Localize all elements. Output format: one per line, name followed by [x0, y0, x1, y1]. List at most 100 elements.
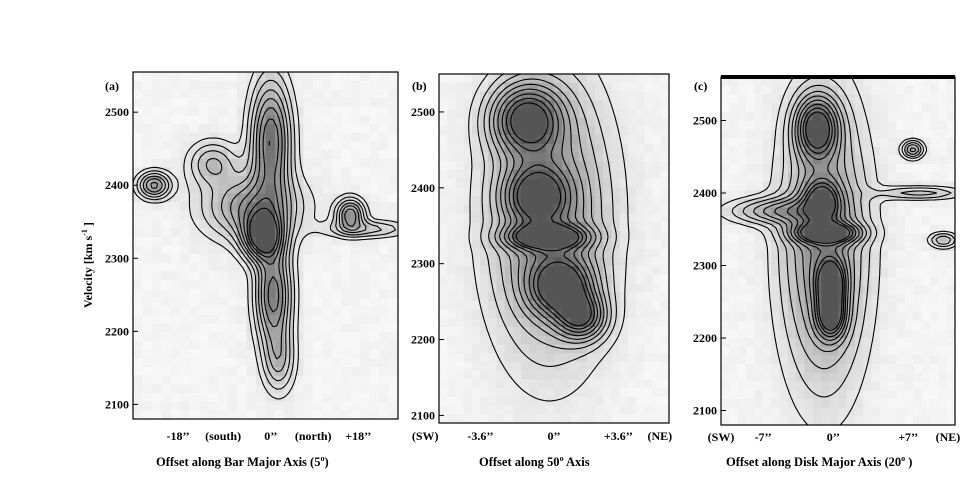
image-pixel — [180, 236, 191, 247]
image-pixel — [331, 332, 342, 342]
image-pixel — [322, 410, 333, 419]
image-pixel — [804, 294, 814, 304]
image-pixel — [237, 332, 248, 342]
image-pixel — [586, 414, 596, 423]
image-pixel — [652, 405, 662, 415]
image-pixel — [180, 392, 191, 403]
image-pixel — [603, 213, 613, 223]
image-pixel — [554, 353, 563, 363]
image-pixel — [312, 158, 323, 169]
image-pixel — [838, 155, 847, 165]
image-pixel — [350, 332, 361, 342]
image-pixel — [754, 129, 764, 139]
image-pixel — [863, 338, 873, 348]
image-pixel — [737, 303, 747, 313]
image-pixel — [804, 77, 814, 87]
image-pixel — [636, 248, 645, 258]
image-pixel — [237, 410, 248, 419]
image-pixel — [208, 176, 219, 186]
image-pixel — [562, 169, 572, 180]
image-pixel — [463, 396, 473, 407]
image-pixel — [846, 190, 856, 200]
image-pixel — [603, 135, 613, 145]
image-pixel — [644, 309, 654, 319]
image-pixel — [804, 164, 814, 174]
image-pixel — [218, 271, 229, 281]
contour-line — [505, 97, 595, 330]
image-pixel — [388, 297, 398, 307]
image-pixel — [227, 124, 238, 134]
image-pixel — [189, 314, 200, 325]
image-pixel — [480, 361, 489, 372]
image-pixel — [737, 172, 747, 182]
image-pixel — [379, 332, 390, 342]
image-pixel — [322, 340, 333, 351]
image-pixel — [471, 100, 481, 110]
image-pixel — [921, 155, 931, 165]
image-pixel — [611, 82, 621, 93]
image-pixel — [779, 407, 789, 417]
image-pixel — [521, 196, 530, 206]
image-pixel — [896, 259, 906, 269]
image-pixel — [161, 262, 172, 273]
image-pixel — [729, 251, 739, 261]
image-pixel — [142, 219, 153, 229]
panel-c-x-axis-label-text: Offset along Disk Major Axis (20 — [726, 455, 901, 469]
image-pixel — [504, 396, 514, 407]
image-pixel — [350, 245, 361, 255]
image-pixel — [180, 132, 191, 143]
image-pixel — [512, 344, 522, 354]
image-pixel — [627, 135, 637, 145]
image-pixel — [586, 353, 596, 363]
image-pixel — [439, 231, 448, 241]
image-pixel — [504, 379, 514, 389]
image-pixel — [151, 124, 162, 134]
image-pixel — [729, 103, 739, 113]
image-pixel — [439, 344, 448, 354]
image-pixel — [208, 401, 219, 411]
image-pixel — [562, 335, 572, 346]
image-pixel — [227, 254, 238, 264]
image-pixel — [246, 254, 257, 264]
image-pixel — [369, 271, 380, 281]
image-pixel — [284, 132, 295, 143]
image-pixel — [379, 80, 390, 90]
image-pixel — [237, 80, 248, 90]
image-pixel — [888, 155, 898, 165]
x-tick-label: (south) — [205, 429, 241, 443]
image-pixel — [388, 375, 398, 385]
image-pixel — [303, 219, 314, 229]
image-pixel — [554, 161, 563, 171]
image-pixel — [480, 396, 489, 407]
image-pixel — [771, 190, 781, 200]
image-pixel — [611, 222, 621, 232]
image-pixel — [504, 100, 514, 110]
image-pixel — [480, 379, 489, 389]
image-pixel — [447, 265, 457, 276]
image-pixel — [871, 242, 881, 252]
image-pixel — [379, 202, 390, 212]
image-pixel — [611, 100, 621, 110]
image-pixel — [447, 361, 457, 372]
image-pixel — [821, 372, 831, 383]
image-pixel — [729, 329, 739, 339]
image-pixel — [562, 91, 572, 101]
image-pixel — [199, 245, 210, 255]
image-pixel — [871, 390, 881, 400]
image-pixel — [537, 327, 547, 337]
image-pixel — [274, 193, 286, 203]
image-pixel — [237, 271, 248, 281]
image-pixel — [379, 228, 390, 238]
image-pixel — [447, 161, 457, 171]
image-pixel — [636, 292, 645, 302]
image-pixel — [804, 120, 814, 130]
image-pixel — [578, 135, 588, 145]
image-pixel — [779, 85, 789, 95]
image-pixel — [611, 126, 621, 136]
image-pixel — [771, 407, 781, 417]
image-pixel — [180, 262, 191, 273]
image-pixel — [871, 320, 881, 330]
image-pixel — [721, 259, 730, 269]
image-pixel — [762, 129, 772, 139]
image-pixel — [455, 187, 465, 197]
